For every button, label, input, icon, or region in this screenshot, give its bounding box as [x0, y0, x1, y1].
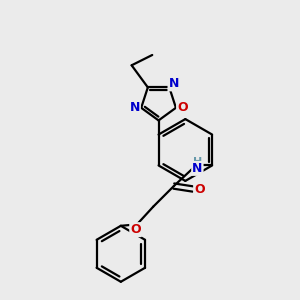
Text: O: O	[130, 223, 141, 236]
Text: O: O	[194, 182, 205, 196]
Text: N: N	[169, 77, 179, 90]
Text: N: N	[192, 162, 203, 175]
Text: O: O	[177, 101, 188, 114]
Text: N: N	[130, 101, 140, 114]
Text: H: H	[193, 157, 202, 167]
